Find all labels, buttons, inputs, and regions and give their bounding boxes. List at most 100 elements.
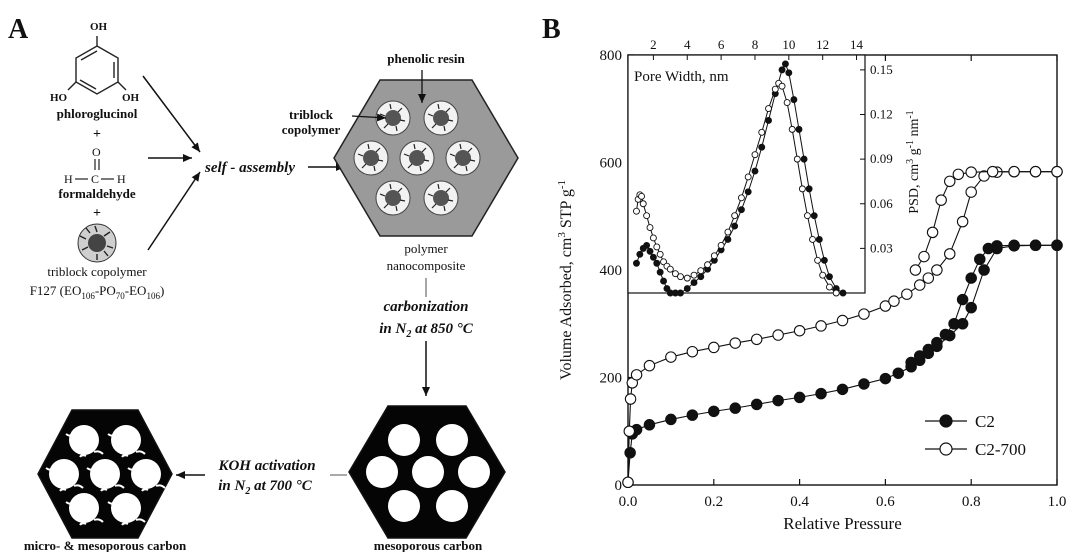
- series-2-desorption-point: [1051, 165, 1063, 178]
- carbonization-line2: in N2 at 850 °C: [379, 321, 474, 340]
- inset-series-2-point: [798, 185, 806, 193]
- inset-series-1-point: [649, 253, 657, 261]
- series-2-desorption-point: [1029, 165, 1042, 178]
- plus-sign-2: +: [93, 206, 101, 221]
- micelle-chains-6: [379, 183, 406, 212]
- series-1-adsorption-point: [665, 413, 677, 426]
- series-1-adsorption-point: [879, 372, 892, 385]
- series-2-adsorption-point: [708, 341, 720, 354]
- micelle-core-7: [433, 190, 449, 206]
- inset-x-tick-label: 12: [816, 37, 829, 52]
- series-1-desorption-point: [956, 293, 969, 306]
- arrow-phloroglucinol-to-assembly: [142, 75, 201, 153]
- series-1-adsorption-point: [793, 391, 806, 404]
- inset-series-2-point: [793, 155, 801, 163]
- triblock-pointer: [351, 113, 387, 122]
- y-tick-label: 800: [600, 48, 623, 64]
- x-tick-label: 0.6: [876, 494, 895, 510]
- inset-series-2-point: [643, 212, 651, 220]
- inset-series-2-point: [649, 234, 657, 242]
- micropore-channels-1: [65, 433, 104, 458]
- micelle-chains-3: [357, 143, 384, 172]
- mesopore-5: [458, 456, 490, 488]
- inset-series-2-point: [814, 256, 822, 264]
- series-2-adsorption-point: [624, 393, 637, 405]
- series-2-desorption-point: [1008, 165, 1020, 178]
- micro-mesopore-1: [69, 425, 99, 455]
- inset-y-tick-label: 0.06: [870, 196, 893, 211]
- series-2-adsorption-point: [729, 337, 741, 349]
- panel-a-letter: A: [8, 14, 29, 45]
- koh-activation-line1: KOH activation: [217, 458, 315, 474]
- inset-series-2-point: [638, 192, 645, 200]
- inset-y-axis-label: PSD, cm3 g-1 nm-1: [905, 110, 922, 213]
- series-2-adsorption-point: [913, 279, 926, 291]
- triblock-label-line2: copolymer: [282, 122, 341, 137]
- series-2-adsorption-point: [922, 272, 935, 284]
- panel-b-letter: B: [542, 14, 561, 45]
- inset-series-2-point: [826, 283, 833, 291]
- inset-series-1-point: [646, 247, 654, 255]
- series-1-adsorption-point: [624, 446, 636, 459]
- y-tick-label: 400: [600, 263, 623, 279]
- carbonization-line1: carbonization: [383, 299, 468, 315]
- polymer-nanocomposite-hexagon: [333, 79, 519, 237]
- micelle-core-2: [433, 110, 449, 126]
- series-1-desorption-point: [965, 272, 977, 284]
- plus-sign-1: +: [93, 127, 101, 142]
- mesopore-1: [388, 424, 420, 456]
- self-assembly-label: self - assembly: [204, 160, 295, 176]
- inset-series-2-point: [671, 270, 679, 278]
- micro-mesopore-4: [90, 459, 120, 489]
- series-2-adsorption-point: [623, 425, 636, 437]
- inset-series-1-point: [663, 285, 671, 292]
- micropore-channels-4: [86, 467, 125, 492]
- inset-x-tick-label: 10: [782, 37, 795, 52]
- inset-series-2-point: [724, 228, 732, 236]
- inset-series-2-point: [765, 105, 772, 113]
- series-2-adsorption-point: [643, 359, 656, 372]
- micelle-core-6: [385, 190, 401, 206]
- series-2-adsorption-point: [901, 288, 913, 300]
- micro-mesopore-2: [111, 425, 141, 455]
- inset-series-2-point: [819, 271, 827, 279]
- micelle-chains-7: [427, 183, 454, 212]
- inset-x-tick-label: 4: [684, 37, 691, 52]
- mesopore-7: [436, 490, 468, 522]
- inset-series-1-point: [810, 212, 818, 220]
- formaldehyde-h-left: H: [64, 172, 73, 186]
- inset-series-2-point: [677, 273, 684, 281]
- micropore-channels-2: [107, 433, 146, 458]
- series-2-desorption-point: [965, 166, 977, 178]
- y-tick-label: 600: [600, 156, 623, 172]
- micro-mesoporous-carbon-label: micro- & mesoporous carbon: [24, 538, 187, 552]
- inset-series-1-line: [635, 62, 844, 294]
- inset-series-2-point: [737, 194, 745, 202]
- inset-series-1-point: [633, 259, 640, 267]
- series-2-desorption-point: [935, 194, 947, 206]
- series-2-adsorption-point: [858, 308, 870, 320]
- inset-series-1-point: [744, 188, 752, 196]
- inset-series-2-point: [646, 224, 654, 232]
- x-tick-label: 1.0: [1048, 494, 1067, 510]
- series-1-adsorption-point: [686, 409, 699, 421]
- mesopore-6: [388, 490, 420, 522]
- micropore-channels-6: [65, 501, 104, 526]
- micelle-core-3: [363, 150, 379, 166]
- series-1-desorption-point: [905, 356, 917, 369]
- series-1-desorption-point: [931, 336, 943, 349]
- x-tick-label: 0.4: [790, 494, 809, 510]
- micelle-core-4: [409, 150, 425, 166]
- inset-series-1-point: [683, 285, 691, 292]
- series-1-adsorption-point: [708, 405, 720, 418]
- series-2-adsorption-point: [622, 476, 634, 489]
- series-1-adsorption-point: [750, 398, 763, 411]
- inset-series-1-point: [826, 273, 833, 281]
- series-1-adsorption-point: [965, 301, 977, 314]
- series-1-adsorption-point: [643, 419, 656, 431]
- series-2-adsorption-point: [686, 345, 699, 358]
- series-2-desorption-point: [909, 264, 922, 276]
- y-tick-label: 200: [600, 371, 623, 387]
- copolymer-label-line1: triblock copolymer: [47, 264, 147, 279]
- psd-inset-chart: 2 4 6 8 10 12 14 0.03 0.06 0.09 0.12 0.15 Pore Width…: [627, 37, 922, 297]
